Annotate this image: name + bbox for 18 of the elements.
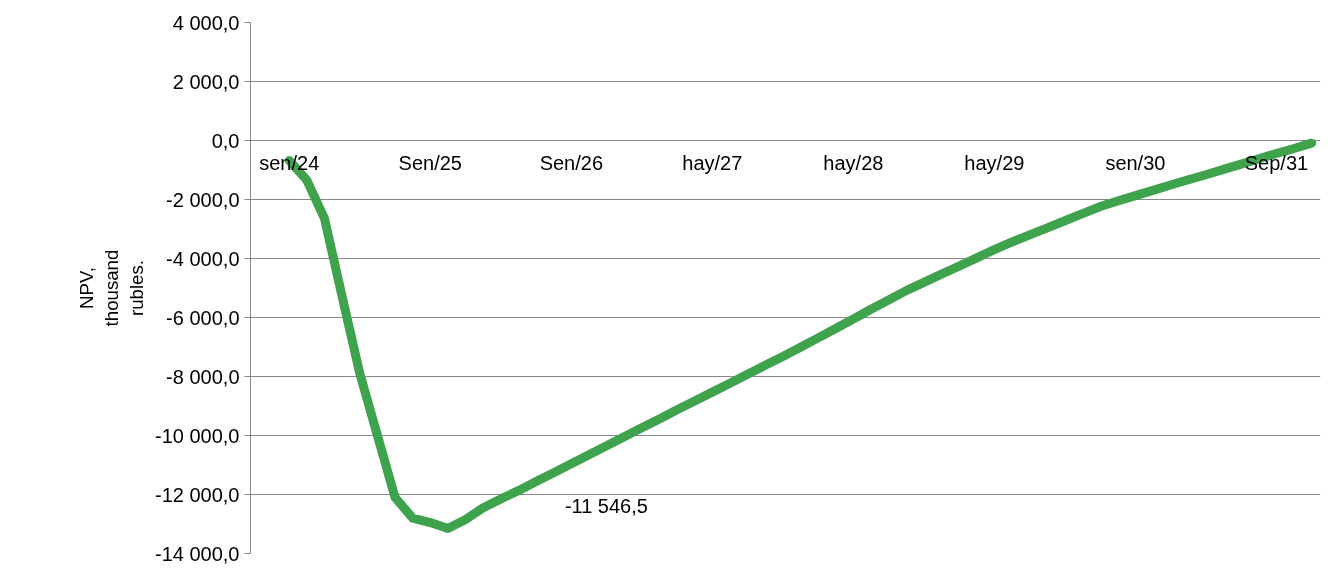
x-tick-label: sen/30 (1105, 151, 1166, 174)
y-tick-label: -10 000,0 (154, 424, 240, 447)
y-tick-label: 4 000,0 (172, 11, 240, 34)
x-tick-label: hay/27 (682, 151, 743, 174)
y-tick-label: -8 000,0 (166, 365, 240, 388)
x-tick-label: hay/28 (823, 151, 884, 174)
y-tick-label: 0,0 (211, 129, 240, 152)
y-tick-label: -6 000,0 (166, 306, 240, 329)
y-tick-label: 2 000,0 (172, 70, 240, 93)
x-tick-label: Sen/26 (539, 151, 604, 174)
y-tick-label: -4 000,0 (166, 247, 240, 270)
annotation: -11 546,5 (564, 494, 648, 517)
y-tick-label: -14 000,0 (154, 542, 240, 565)
y-axis-title: NPV, thousand rubles. (75, 249, 147, 327)
x-tick-label: Sen/25 (398, 151, 462, 174)
y-tick-label: -2 000,0 (166, 188, 240, 211)
y-tick-label: -12 000,0 (154, 483, 240, 506)
x-tick-label: hay/29 (964, 151, 1025, 174)
